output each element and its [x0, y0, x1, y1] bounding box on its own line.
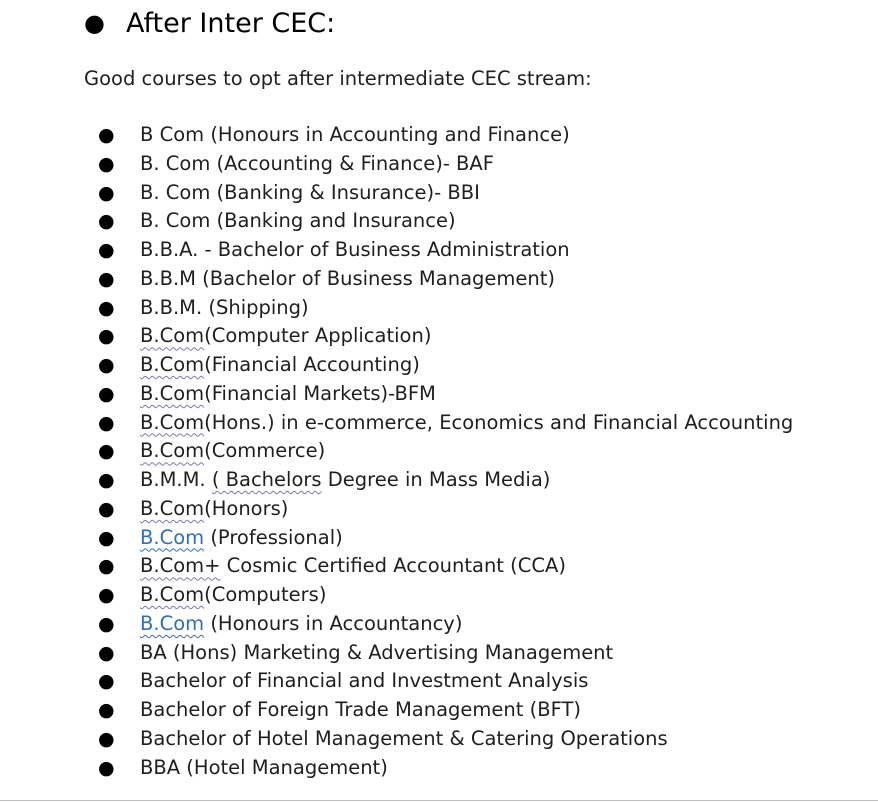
- course-text: BA (Hons) Marketing & Advertising Manage…: [140, 640, 614, 664]
- course-name: BA (Hons) Marketing & Advertising Manage…: [140, 639, 613, 667]
- course-text: (Financial Markets)-BFM: [204, 381, 436, 405]
- course-text: BBA (Hotel Management): [140, 755, 388, 779]
- bullet-icon: ●: [98, 641, 115, 664]
- bullet-icon: ●: [98, 526, 115, 549]
- section-heading: ● After Inter CEC:: [84, 3, 335, 43]
- spellcheck-word[interactable]: B.Com: [140, 496, 205, 520]
- course-text: Bachelor of Hotel Management & Catering …: [140, 726, 668, 750]
- course-text: B.B.M. (Shipping): [140, 295, 309, 319]
- intro-paragraph: Good courses to opt after intermediate C…: [84, 67, 592, 90]
- bullet-icon: ●: [98, 497, 115, 520]
- course-link[interactable]: B.Com: [140, 525, 205, 549]
- course-text: (Honours in Accountancy): [204, 611, 463, 635]
- spellcheck-word[interactable]: B.Com: [140, 353, 205, 376]
- course-link[interactable]: B.Com: [140, 611, 205, 635]
- spellcheck-word[interactable]: B.Com: [140, 324, 205, 348]
- course-name: B Com (Honours in Accounting and Finance…: [140, 121, 570, 149]
- course-text: (Computer Application): [204, 324, 432, 348]
- bullet-icon: ●: [98, 296, 115, 319]
- course-text: B.B.M (Bachelor of Business Management): [140, 266, 555, 290]
- course-text: B. Com (Banking & Insurance)- BBI: [140, 180, 480, 204]
- course-name: B.Com(Hons.) in e-commerce, Economics an…: [140, 409, 793, 437]
- course-name: B.Com(Financial Accounting): [140, 351, 420, 379]
- course-name: Bachelor of Hotel Management & Catering …: [140, 725, 668, 753]
- course-name: B.B.M. (Shipping): [140, 294, 309, 322]
- spellcheck-word[interactable]: B.Com: [140, 410, 205, 434]
- spellcheck-word[interactable]: B.Com: [140, 439, 205, 463]
- page-divider: [0, 800, 878, 801]
- bullet-icon: ●: [98, 325, 115, 348]
- course-text: B.B.A. - Bachelor of Business Administra…: [140, 238, 570, 261]
- spellcheck-word[interactable]: B.Com: [140, 583, 205, 606]
- course-text: Bachelor of Foreign Trade Management (BF…: [140, 698, 581, 721]
- bullet-icon: ●: [98, 210, 115, 233]
- course-name: BBA (Hotel Management): [140, 754, 388, 782]
- course-text: (Financial Accounting): [204, 353, 420, 376]
- course-name: Bachelor of Foreign Trade Management (BF…: [140, 696, 581, 724]
- course-name: B.Com(Financial Markets)-BFM: [140, 380, 436, 408]
- bullet-icon: ●: [98, 584, 115, 606]
- course-text: (Professional): [204, 525, 343, 549]
- spellcheck-word[interactable]: B.Com+: [140, 554, 221, 578]
- bullet-icon: ●: [98, 440, 115, 463]
- heading-text: After Inter CEC:: [126, 7, 336, 39]
- course-name: B. Com (Banking and Insurance): [140, 207, 456, 235]
- bullet-icon: ●: [98, 411, 115, 434]
- course-text: B. Com (Banking and Insurance): [140, 209, 456, 233]
- bullet-icon: ●: [98, 239, 115, 261]
- course-text: Cosmic Certified Accountant (CCA): [220, 554, 566, 578]
- spellcheck-word[interactable]: B.Com: [140, 381, 205, 405]
- course-name: Bachelor of Financial and Investment Ana…: [140, 667, 588, 695]
- heading-bullet: ●: [84, 9, 105, 37]
- bullet-icon: ●: [98, 612, 115, 635]
- course-name: B.Com (Honours in Accountancy): [140, 610, 462, 638]
- course-text: B Com (Honours in Accounting and Finance…: [140, 123, 570, 146]
- course-text: (Hons.) in e-commerce, Economics and Fin…: [204, 410, 794, 434]
- course-name: B.M.M. ( Bachelors Degree in Mass Media): [140, 466, 550, 494]
- bullet-icon: ●: [98, 699, 115, 721]
- course-text: (Honors): [204, 496, 289, 520]
- course-name: B.Com(Computers): [140, 581, 326, 609]
- bullet-icon: ●: [98, 670, 115, 693]
- bullet-icon: ●: [98, 267, 115, 290]
- course-text: Degree in Mass Media): [321, 468, 551, 491]
- course-text: (Computers): [204, 583, 327, 606]
- bullet-icon: ●: [98, 727, 115, 750]
- bullet-icon: ●: [98, 469, 115, 491]
- course-text: Bachelor of Financial and Investment Ana…: [140, 669, 589, 693]
- bullet-icon: ●: [98, 756, 115, 779]
- course-name: B.Com(Honors): [140, 495, 288, 523]
- course-name: B. Com (Banking & Insurance)- BBI: [140, 179, 480, 207]
- course-text: B. Com (Accounting & Finance)- BAF: [140, 151, 494, 175]
- bullet-icon: ●: [98, 555, 115, 578]
- bullet-icon: ●: [98, 152, 115, 175]
- bullet-icon: ●: [98, 181, 115, 204]
- course-text: (Commerce): [204, 439, 326, 463]
- course-name: B.Com(Commerce): [140, 437, 325, 465]
- course-name: B.B.A. - Bachelor of Business Administra…: [140, 236, 570, 264]
- course-name: B. Com (Accounting & Finance)- BAF: [140, 150, 494, 178]
- course-text: B.M.M.: [140, 468, 212, 491]
- bullet-icon: ●: [98, 354, 115, 376]
- course-name: B.Com(Computer Application): [140, 322, 431, 350]
- bullet-icon: ●: [98, 382, 115, 405]
- course-name: B.Com (Professional): [140, 524, 343, 552]
- bullet-icon: ●: [98, 124, 115, 146]
- course-name: B.B.M (Bachelor of Business Management): [140, 265, 555, 293]
- course-name: B.Com+ Cosmic Certified Accountant (CCA): [140, 552, 566, 580]
- spellcheck-word[interactable]: ( Bachelors: [211, 468, 322, 491]
